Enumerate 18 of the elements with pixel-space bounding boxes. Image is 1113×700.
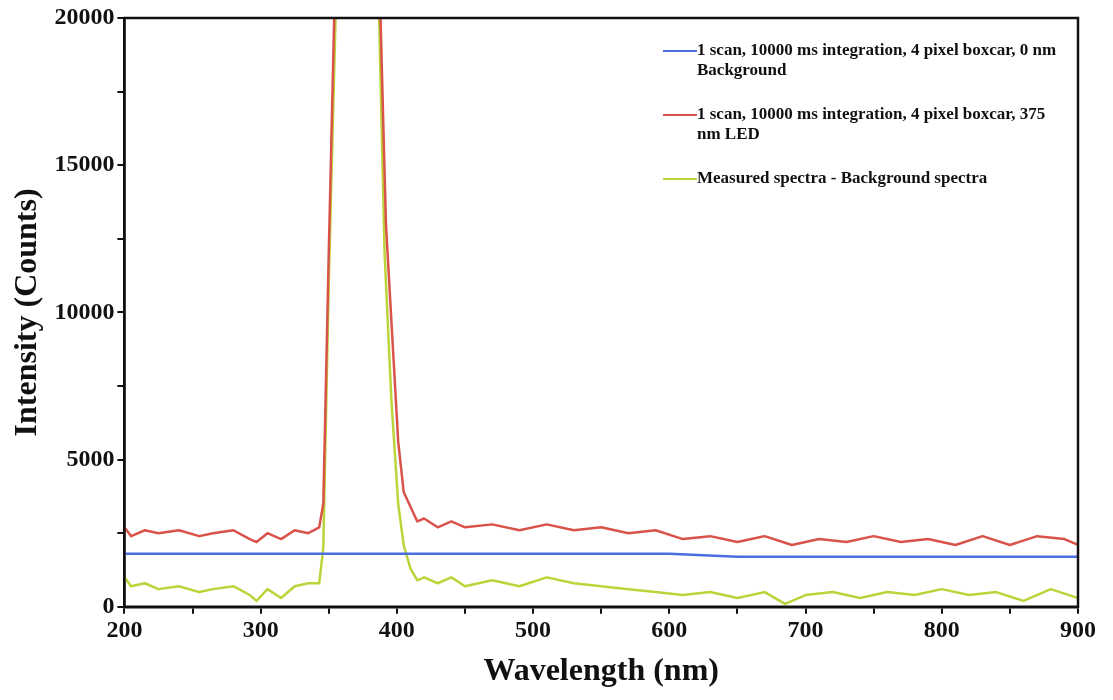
y-tick-label: 5000: [66, 444, 115, 471]
x-tick-label: 900: [1060, 616, 1096, 643]
x-tick-label: 300: [242, 616, 279, 643]
legend-label: Measured spectra - Background spectra: [697, 168, 988, 188]
y-tick-label: 20000: [54, 3, 115, 30]
x-axis-title: Wavelength (nm): [483, 651, 719, 688]
x-tick-label: 800: [923, 616, 960, 643]
x-tick-label: 400: [378, 616, 415, 643]
legend-label: 1 scan, 10000 ms integration, 4 pixel boxcar, 0 nm Background: [697, 40, 1058, 80]
x-tick-label: 700: [787, 616, 824, 643]
y-tick-label: 10000: [54, 297, 115, 324]
x-tick-label: 200: [106, 616, 143, 643]
x-tick-label: 500: [515, 616, 552, 643]
legend-label: 1 scan, 10000 ms integration, 4 pixel boxcar, 375 nm LED: [697, 104, 1047, 144]
y-tick-label: 0: [102, 592, 115, 618]
y-tick-label: 15000: [54, 150, 115, 177]
y-axis-title: Intensity (Counts): [7, 188, 44, 437]
x-tick-label: 600: [651, 616, 688, 643]
